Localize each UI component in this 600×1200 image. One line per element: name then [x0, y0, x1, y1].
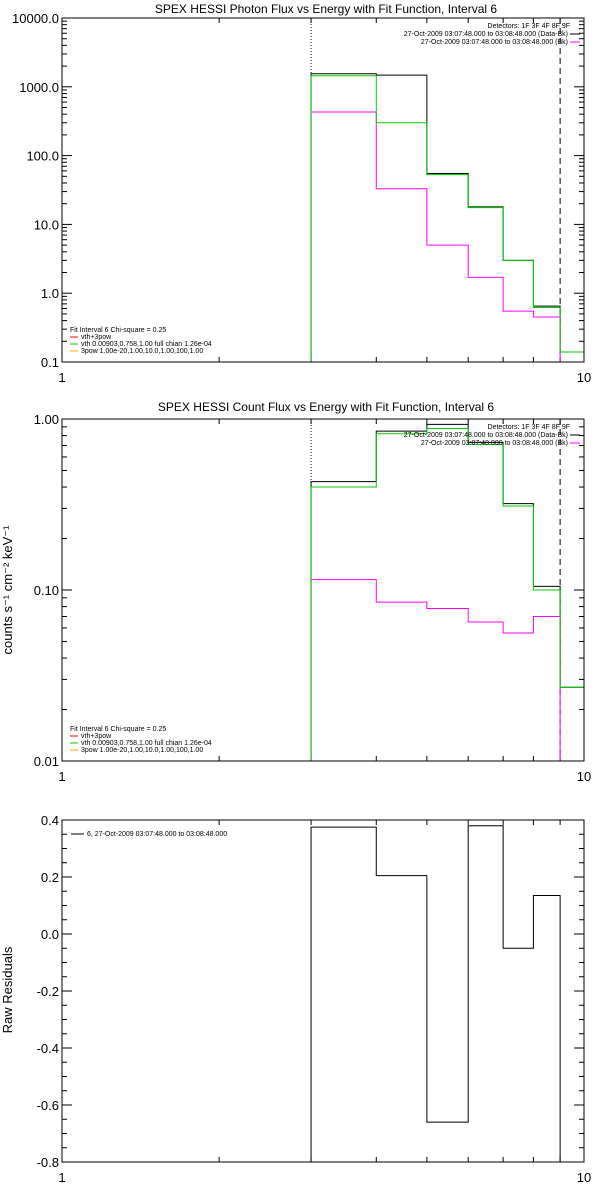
y-tick-label: 1000.0 [19, 80, 59, 95]
fit-legend-entry: vth 0.00903,0.758,1.00 full chian 1.26e-… [81, 341, 212, 348]
plot-frame [61, 819, 585, 1163]
fit-legend-entry: 3pow 1.00e-20,1.00,10.0,1.00,100,1.00 [81, 747, 203, 754]
x-tick-label: 10 [577, 769, 591, 784]
count-flux-ylabel: counts s⁻¹ cm⁻² keV⁻¹ [0, 525, 15, 655]
histogram-series-2 [310, 427, 585, 761]
photon-flux-title: SPEX HESSI Photon Flux vs Energy with Fi… [155, 2, 497, 16]
y-tick-label: -0.4 [37, 1041, 59, 1056]
count-flux-panel: SPEX HESSI Count Flux vs Energy with Fit… [0, 400, 591, 784]
photon-flux-panel: SPEX HESSI Photon Flux vs Energy with Fi… [12, 2, 591, 385]
histogram-series-0 [310, 825, 561, 1162]
residuals-panel: Raw Residuals 1 10 -0.8 -0.6 -0.4 -0.2 0.0 0.2 0… [0, 813, 591, 1185]
legend-entry: 27-Oct-2009 03:07:48.000 to 03:08:48.000… [421, 39, 568, 46]
y-tick-label: 0.10 [34, 583, 59, 598]
legend-header: Detectors: 1F 3F 4F 8F 9F [488, 424, 570, 431]
y-tick-label: 10000.0 [12, 11, 59, 26]
y-tick-label: 1.00 [34, 412, 59, 427]
legend-entry: 27-Oct-2009 03:07:48.000 to 03:08:48.000… [404, 432, 568, 439]
histogram-series-0 [310, 423, 585, 761]
y-tick-label: 0.4 [41, 813, 59, 828]
histogram-series-1 [310, 111, 584, 363]
y-tick-label: 0.1 [41, 355, 59, 370]
x-tick-label: 10 [577, 370, 591, 385]
count-flux-title: SPEX HESSI Count Flux vs Energy with Fit… [158, 400, 494, 414]
y-tick-label: 0.01 [34, 754, 59, 769]
plot-frame [61, 17, 585, 363]
fit-legend-header: Fit Interval 6 Chi-square = 0.25 [70, 327, 166, 334]
residuals-ylabel: Raw Residuals [0, 946, 15, 1033]
x-tick-label: 1 [58, 370, 65, 385]
fit-legend-entry: vth 0.00903,0.758,1.00 full chian 1.26e-… [81, 740, 212, 747]
legend-entry: 6, 27-Oct-2009 03:07:48.000 to 03:08:48.… [87, 831, 227, 838]
histogram-series-1 [310, 579, 584, 762]
plot-frame [61, 418, 585, 762]
legend-entry: 27-Oct-2009 03:07:48.000 to 03:08:48.000… [421, 440, 568, 447]
y-tick-label: -0.8 [37, 1155, 59, 1170]
fit-legend-header: Fit Interval 6 Chi-square = 0.25 [70, 726, 166, 733]
y-tick-label: 1.0 [41, 286, 59, 301]
fit-legend-entry: 3pow 1.00e-20,1.00,10.0,1.00,100,1.00 [81, 348, 203, 355]
y-tick-label: 10.0 [34, 217, 59, 232]
y-tick-label: 0.0 [41, 927, 59, 942]
legend-header: Detectors: 1F 3F 4F 8F 9F [488, 23, 570, 30]
y-tick-label: -0.2 [37, 984, 59, 999]
x-tick-label: 1 [58, 769, 65, 784]
x-tick-label: 10 [577, 1170, 591, 1185]
y-tick-label: 100.0 [26, 149, 59, 164]
x-tick-label: 1 [58, 1170, 65, 1185]
y-tick-label: 0.2 [41, 870, 59, 885]
legend-entry: 27-Oct-2009 03:07:48.000 to 03:08:48.000… [404, 31, 568, 38]
fit-legend-entry: vth+3pow [81, 733, 112, 740]
histogram-series-0 [310, 73, 585, 362]
y-tick-label: -0.6 [37, 1098, 59, 1113]
histogram-series-2 [310, 75, 585, 362]
fit-legend-entry: vth+3pow [81, 334, 112, 341]
